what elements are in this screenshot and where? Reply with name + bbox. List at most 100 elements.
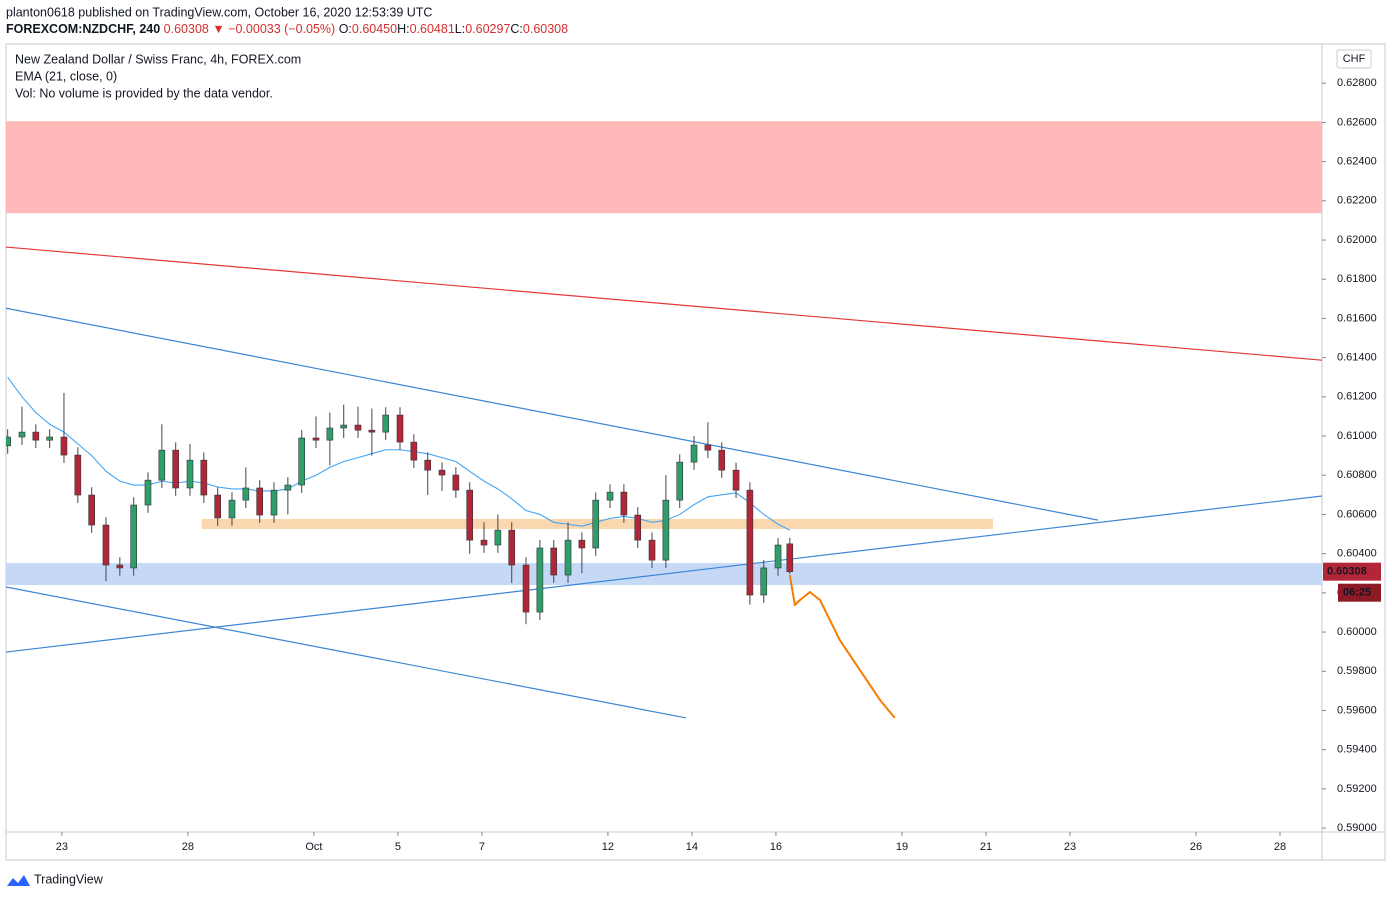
candle-body — [102, 524, 110, 566]
last-price-label: 0.60308 — [1327, 566, 1367, 578]
candle-body — [508, 529, 516, 566]
x-tick-label: 12 — [602, 841, 614, 853]
symbol-line: FOREXCOM:NZDCHF, 240 0.60308 ▼ −0.00033 … — [6, 22, 568, 36]
y-tick-label: 0.59600 — [1337, 704, 1377, 716]
y-tick-label: 0.60600 — [1337, 508, 1377, 520]
candle-body — [424, 459, 432, 471]
candle-body — [690, 444, 698, 463]
axes: 0.59000 0.59200 0.59400 0.59600 0.59800 0.600… — [56, 77, 1381, 853]
candle-body — [200, 459, 208, 496]
y-tick-label: 0.62800 — [1337, 77, 1377, 89]
candle-body — [368, 429, 376, 433]
candle-body — [88, 494, 95, 526]
x-tick-label: 16 — [770, 841, 782, 853]
y-tick-label: 0.59200 — [1337, 783, 1377, 795]
currency-box[interactable] — [1336, 49, 1372, 69]
x-tick-label: 28 — [1274, 841, 1286, 853]
candle-body — [396, 414, 404, 443]
candle-body — [326, 427, 334, 441]
candle-body — [172, 449, 179, 489]
candle-body — [606, 491, 614, 501]
candle-body — [536, 547, 544, 613]
candle-body — [186, 459, 194, 489]
candle-body — [60, 436, 68, 456]
candle-body — [256, 487, 264, 516]
indicator: Vol: No volume is provided by the data v… — [15, 86, 273, 100]
brand-logo — [7, 875, 30, 886]
x-tick-label: 14 — [686, 841, 698, 853]
candle-body — [592, 499, 600, 549]
candle-body — [718, 449, 726, 471]
forecast-path — [788, 574, 896, 719]
candle-body — [284, 484, 292, 491]
candle-body — [382, 414, 390, 433]
candle-body — [46, 436, 53, 441]
x-tick-label: 7 — [479, 841, 485, 853]
trend-line — [6, 307, 1099, 521]
ohlc-value: 0.60308 — [523, 22, 568, 36]
symbol: FOREXCOM:NZDCHF, 240 — [6, 22, 160, 36]
y-tick-label: 0.62200 — [1337, 195, 1377, 207]
candle-body — [662, 499, 670, 561]
x-tick-label: 28 — [182, 841, 194, 853]
candle-body — [746, 489, 754, 596]
candle-body — [130, 504, 137, 569]
y-tick-label: 0.60400 — [1337, 548, 1377, 560]
trend-line — [6, 586, 687, 719]
ohlc-key: C: — [510, 22, 523, 36]
candle-body — [578, 539, 586, 549]
brand: TradingView — [34, 872, 104, 886]
candle-body — [18, 431, 26, 438]
candle-body — [228, 499, 236, 519]
candle-body — [270, 489, 278, 516]
x-tick-label: 21 — [980, 841, 992, 853]
y-tick-label: 0.62000 — [1337, 234, 1377, 246]
candle-body — [620, 491, 628, 516]
zone — [6, 121, 1322, 214]
candle-body — [466, 489, 474, 541]
candle-body — [786, 543, 794, 572]
candle-body — [760, 567, 768, 596]
candle-body — [354, 424, 362, 431]
candle-body — [74, 454, 82, 496]
x-tick-label: 19 — [896, 841, 908, 853]
y-tick-label: 0.60800 — [1337, 469, 1377, 481]
publisher: planton0618 published on TradingView.com… — [6, 5, 432, 19]
candle-body — [158, 449, 166, 481]
plot-area — [6, 121, 1322, 719]
candle-body — [312, 437, 320, 441]
last-price-badge — [1323, 562, 1381, 581]
candle-body — [774, 544, 782, 569]
y-tick-label: 0.60000 — [1337, 626, 1377, 638]
change: ▼ −0.00033 (−0.05%) — [212, 22, 335, 36]
candle-body — [676, 461, 684, 501]
candle-body — [732, 469, 740, 491]
candle-body — [564, 539, 572, 576]
candle-body — [214, 494, 222, 519]
x-tick-label: 23 — [1064, 841, 1076, 853]
y-tick-label: 0.61600 — [1337, 312, 1377, 324]
candle-body — [550, 547, 558, 576]
ohlc-key: H: — [397, 22, 410, 36]
candle-body — [242, 487, 250, 501]
chart-title: New Zealand Dollar / Swiss Franc, 4h, FO… — [15, 52, 301, 66]
candle-body — [6, 436, 11, 447]
candle-body — [648, 539, 656, 561]
y-tick-label: 0.59800 — [1337, 665, 1377, 677]
y-tick-label: 0.61800 — [1337, 273, 1377, 285]
y-tick-label: 0.59000 — [1337, 822, 1377, 834]
candle-body — [340, 424, 348, 429]
ohlc-value: 0.60297 — [465, 22, 510, 36]
y-tick-label: 0.59400 — [1337, 744, 1377, 756]
ohlc-key: L: — [455, 22, 465, 36]
indicator: EMA (21, close, 0) — [15, 69, 117, 83]
y-tick-label: 0.62400 — [1337, 156, 1377, 168]
ohlc-value: 0.60450 — [352, 22, 397, 36]
y-tick-label: 0.61000 — [1337, 430, 1377, 442]
candle-body — [410, 441, 418, 461]
candle-body — [32, 431, 40, 441]
candle-body — [438, 469, 446, 476]
candle-body — [144, 479, 152, 506]
candle-body — [452, 474, 460, 491]
